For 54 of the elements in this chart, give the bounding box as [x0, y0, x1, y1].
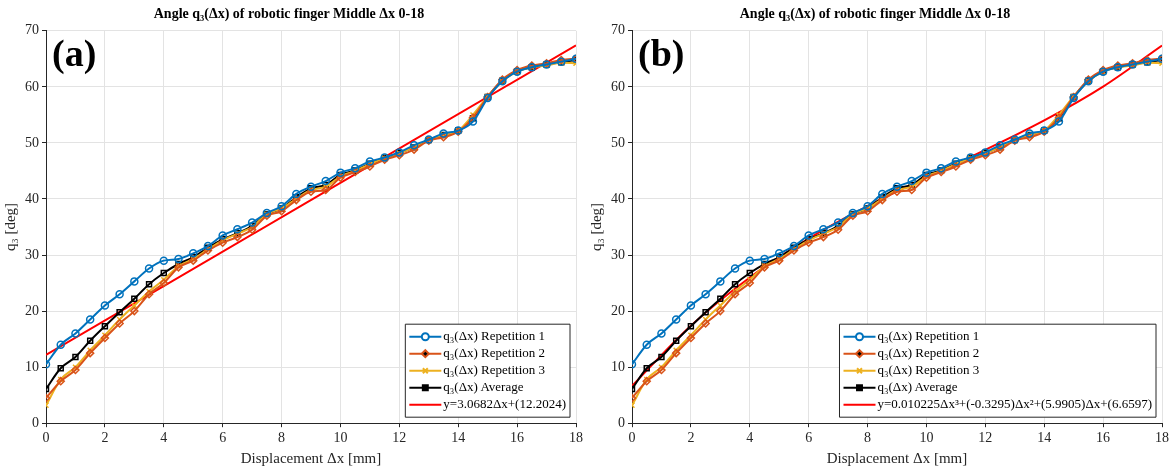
legend-label: q₃(Δx) Repetition 2	[877, 345, 980, 361]
legend-label: q₃(Δx) Repetition 2	[443, 345, 546, 361]
legend-label: q₃(Δx) Average	[877, 379, 958, 395]
annotation: (a)	[52, 31, 97, 75]
legend-label: q₃(Δx) Repetition 1	[443, 328, 546, 344]
x-tick-label: 12	[978, 430, 993, 446]
y-tick-label: 70	[611, 22, 625, 38]
x-tick-label: 12	[392, 430, 407, 446]
legend-label: y=0.010225Δx³+(-0.3295)Δx²+(5.9905)Δx+(6.6597)	[877, 396, 1153, 412]
x-tick-label: 2	[687, 430, 695, 446]
y-tick-label: 50	[25, 134, 39, 150]
x-tick-label: 4	[746, 430, 754, 446]
legend-label: y=3.0682Δx+(12.2024)	[443, 396, 567, 412]
legend-label: q₃(Δx) Repetition 3	[877, 362, 980, 378]
x-tick-label: 18	[1155, 430, 1169, 446]
x-tick-label: 18	[569, 430, 583, 446]
x-tick-label: 6	[219, 430, 227, 446]
y-tick-label: 0	[32, 414, 39, 430]
y-tick-label: 60	[611, 78, 625, 94]
y-axis-title: q₃ [deg]	[1, 202, 18, 252]
legend-label: q₃(Δx) Average	[443, 379, 524, 395]
y-tick-label: 20	[25, 302, 39, 318]
chart-title: Angle q₃(Δx) of robotic finger Middle Δx 0-18	[153, 6, 425, 23]
y-axis-title: q₃ [deg]	[587, 202, 604, 252]
y-tick-label: 50	[611, 134, 625, 150]
y-tick-label: 40	[25, 190, 39, 206]
y-tick-label: 30	[25, 246, 39, 262]
x-axis-title: Displacement Δx [mm]	[240, 449, 382, 466]
x-axis-title: Displacement Δx [mm]	[826, 449, 968, 466]
x-tick-label: 16	[510, 430, 525, 446]
annotation: (b)	[638, 31, 685, 75]
x-tick-label: 4	[160, 430, 168, 446]
x-tick-label: 6	[805, 430, 813, 446]
y-tick-label: 10	[25, 358, 39, 374]
x-tick-label: 10	[333, 430, 348, 446]
y-tick-label: 10	[611, 358, 625, 374]
x-tick-label: 2	[101, 430, 109, 446]
y-tick-label: 40	[611, 190, 625, 206]
legend-label: q₃(Δx) Repetition 3	[443, 362, 546, 378]
x-tick-label: 8	[278, 430, 286, 446]
x-tick-label: 0	[42, 430, 50, 446]
x-tick-label: 14	[1037, 430, 1052, 446]
y-tick-label: 70	[25, 22, 39, 38]
x-tick-label: 8	[864, 430, 872, 446]
y-tick-label: 20	[611, 302, 625, 318]
x-tick-label: 10	[919, 430, 934, 446]
chart-title: Angle q₃(Δx) of robotic finger Middle Δx 0-18	[739, 6, 1011, 23]
legend-label: q₃(Δx) Repetition 1	[877, 328, 980, 344]
y-tick-label: 0	[618, 414, 625, 430]
x-tick-label: 14	[451, 430, 466, 446]
y-tick-label: 30	[611, 246, 625, 262]
x-tick-label: 16	[1096, 430, 1111, 446]
y-tick-label: 60	[25, 78, 39, 94]
x-tick-label: 0	[628, 430, 636, 446]
